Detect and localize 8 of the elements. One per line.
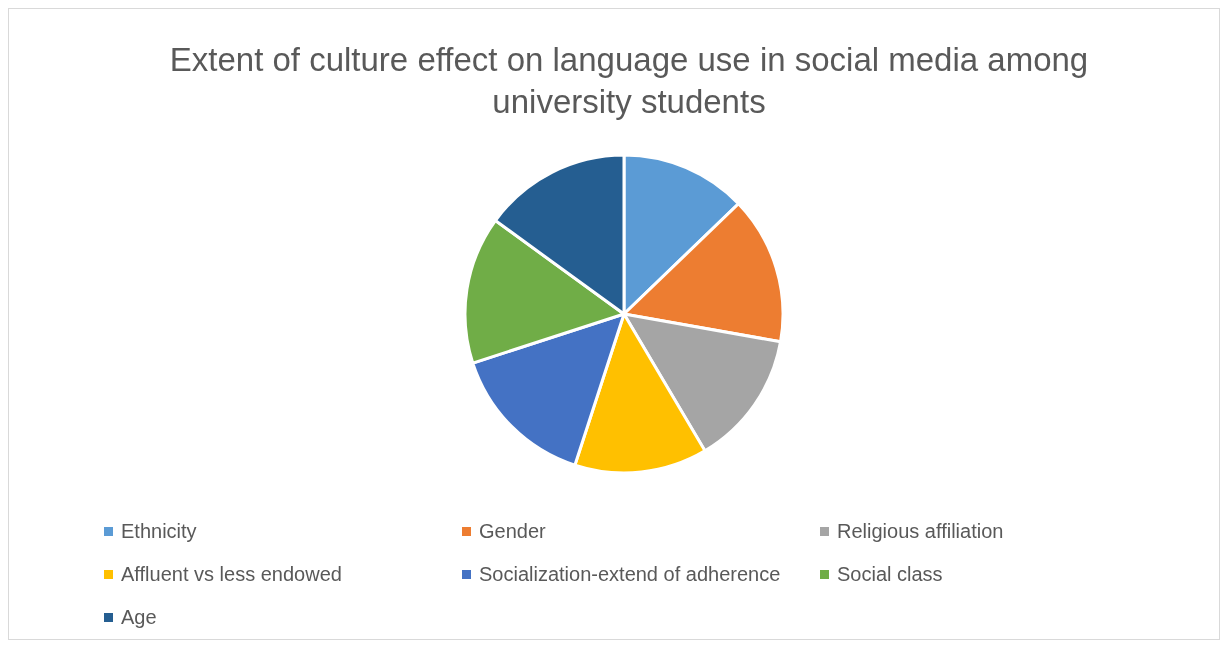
legend-label: Socialization-extend of adherence xyxy=(479,563,781,586)
legend-label: Affluent vs less endowed xyxy=(121,563,342,586)
legend-label: Religious affiliation xyxy=(837,520,1004,543)
legend-label: Age xyxy=(121,606,157,629)
legend-label: Gender xyxy=(479,520,546,543)
legend-label: Social class xyxy=(837,563,943,586)
legend-label: Ethnicity xyxy=(121,520,197,543)
chart-title: Extent of culture effect on language use in social media among university students xyxy=(168,40,1090,122)
